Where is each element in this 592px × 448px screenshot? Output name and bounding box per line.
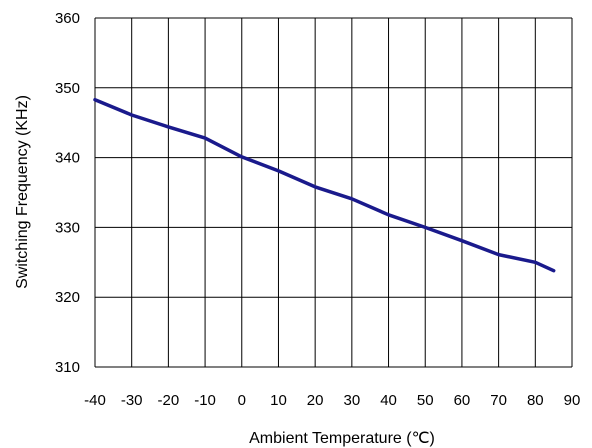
y-tick-label: 340 bbox=[55, 150, 80, 167]
series-line bbox=[93, 97, 556, 273]
x-tick-label: -40 bbox=[84, 392, 106, 409]
y-axis-title: Switching Frequency (KHz) bbox=[14, 95, 31, 289]
x-tick-label: 80 bbox=[527, 392, 544, 409]
x-tick-label: 0 bbox=[238, 392, 246, 409]
x-tick-label: 20 bbox=[307, 392, 324, 409]
x-tick-label: -10 bbox=[194, 392, 216, 409]
y-tick-label: 350 bbox=[55, 80, 80, 97]
grid bbox=[94, 17, 573, 368]
series-layer bbox=[93, 97, 556, 273]
x-tick-label: 40 bbox=[380, 392, 397, 409]
x-tick-label: 30 bbox=[344, 392, 361, 409]
y-tick-label: 330 bbox=[55, 219, 80, 236]
y-tick-label: 360 bbox=[55, 10, 80, 27]
y-tick-label: 320 bbox=[55, 289, 80, 306]
x-tick-label: 60 bbox=[454, 392, 471, 409]
x-tick-label: -20 bbox=[158, 392, 180, 409]
x-tick-labels: -40 -30 -20 -10 0 10 20 30 40 50 60 70 80 90 bbox=[84, 392, 580, 409]
y-tick-label: 310 bbox=[55, 359, 80, 376]
x-tick-label: 10 bbox=[270, 392, 287, 409]
x-tick-label: 70 bbox=[490, 392, 507, 409]
x-tick-label: -30 bbox=[121, 392, 143, 409]
x-tick-label: 90 bbox=[564, 392, 581, 409]
x-tick-label: 50 bbox=[417, 392, 434, 409]
x-axis-title: Ambient Temperature (℃) bbox=[249, 430, 435, 447]
y-tick-labels: 310 320 330 340 350 360 bbox=[55, 10, 80, 376]
